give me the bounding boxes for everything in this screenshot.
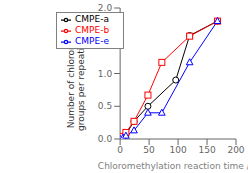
svg-text:Chloromethylation reaction tim: Chloromethylation reaction time / h [98, 161, 240, 171]
svg-text:200: 200 [227, 145, 240, 155]
svg-text:150: 150 [198, 145, 215, 155]
svg-text:Number of chloromethylgroups p: Number of chloromethylgroups per repeati… [66, 16, 86, 132]
svg-text:1.5: 1.5 [98, 36, 112, 46]
svg-text:0.0: 0.0 [98, 134, 113, 144]
svg-text:1.0: 1.0 [98, 69, 113, 79]
svg-text:0: 0 [117, 145, 123, 155]
svg-text:0.5: 0.5 [98, 101, 112, 111]
svg-text:50: 50 [143, 145, 155, 155]
svg-text:2.0: 2.0 [98, 3, 113, 13]
svg-text:100: 100 [169, 145, 186, 155]
